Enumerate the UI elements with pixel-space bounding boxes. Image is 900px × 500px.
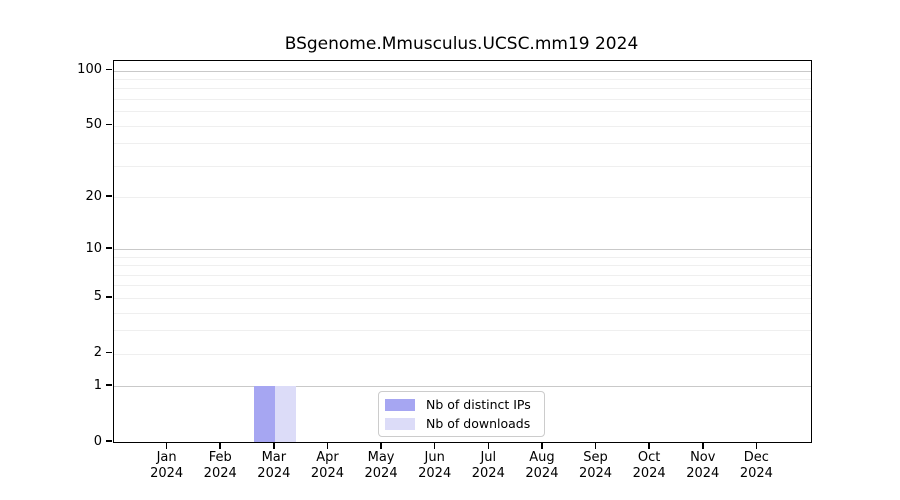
x-axis-tick-label: Jan 2024 xyxy=(150,450,184,481)
x-axis-tick xyxy=(219,442,221,449)
legend-item-distinct-ips: Nb of distinct IPs xyxy=(385,397,544,412)
x-axis-tick-label: Mar 2024 xyxy=(257,450,291,481)
x-axis-tick-label: Oct 2024 xyxy=(632,450,666,481)
minor-gridline xyxy=(114,256,811,258)
y-axis-tick-label: 1 xyxy=(93,377,102,393)
x-axis-tick xyxy=(433,442,436,449)
minor-gridline xyxy=(114,265,811,267)
x-axis-tick xyxy=(648,442,650,449)
y-axis-tick xyxy=(106,195,112,197)
minor-gridline xyxy=(114,312,811,314)
major-gridline xyxy=(114,386,811,388)
x-axis-tick xyxy=(380,442,382,449)
minor-gridline xyxy=(114,197,811,199)
y-axis-tick xyxy=(106,123,112,126)
minor-gridline xyxy=(114,274,811,276)
legend-swatch-downloads xyxy=(385,417,415,430)
legend-swatch-distinct-ips xyxy=(385,398,415,411)
y-axis-tick-label: 100 xyxy=(77,62,102,78)
minor-gridline xyxy=(114,79,811,81)
x-axis-tick-label: May 2024 xyxy=(364,450,398,481)
y-axis-tick-label: 10 xyxy=(85,240,102,256)
x-axis-tick xyxy=(273,442,275,449)
minor-gridline xyxy=(114,353,811,355)
y-axis-tick xyxy=(106,440,112,442)
x-axis-tick-label: Sep 2024 xyxy=(578,450,613,481)
minor-gridline xyxy=(114,125,811,127)
x-axis-tick-label: Dec 2024 xyxy=(739,450,773,481)
y-axis-tick xyxy=(106,68,112,71)
x-axis-tick xyxy=(487,442,490,449)
legend-label-downloads: Nb of downloads xyxy=(426,416,531,431)
x-axis-tick xyxy=(326,442,329,449)
x-axis-tick xyxy=(755,442,758,449)
y-axis-tick-label: 0 xyxy=(93,433,102,449)
chart-title: BSgenome.Mmusculus.UCSC.mm19 2024 xyxy=(284,34,639,54)
x-axis-tick xyxy=(541,442,543,449)
minor-gridline xyxy=(114,330,811,332)
y-axis-tick-label: 2 xyxy=(93,345,102,361)
x-axis-tick-label: Jun 2024 xyxy=(418,450,452,481)
legend: Nb of distinct IPs Nb of downloads xyxy=(378,391,545,437)
plot-area xyxy=(113,60,812,443)
bar-distinct-ips xyxy=(253,386,275,442)
x-axis-tick xyxy=(702,442,704,449)
minor-gridline xyxy=(114,297,811,299)
y-axis-tick xyxy=(106,247,112,249)
x-axis-tick-label: Jul 2024 xyxy=(471,450,505,481)
bar-downloads xyxy=(274,386,296,442)
minor-gridline xyxy=(114,165,811,167)
y-axis-tick-label: 20 xyxy=(85,188,102,204)
legend-item-downloads: Nb of downloads xyxy=(385,416,544,431)
x-axis-tick-label: Aug 2024 xyxy=(525,450,559,481)
y-axis-tick-label: 50 xyxy=(85,117,102,133)
x-axis-tick-label: Apr 2024 xyxy=(310,450,344,481)
minor-gridline xyxy=(114,111,811,113)
major-gridline xyxy=(114,70,811,72)
x-axis-tick-label: Nov 2024 xyxy=(686,450,720,481)
minor-gridline xyxy=(114,99,811,101)
y-axis-tick xyxy=(106,351,112,354)
y-axis-tick-label: 5 xyxy=(93,289,102,305)
minor-gridline xyxy=(114,143,811,145)
x-axis-tick xyxy=(165,442,168,449)
minor-gridline xyxy=(114,285,811,287)
x-axis-tick xyxy=(594,442,597,449)
legend-label-distinct-ips: Nb of distinct IPs xyxy=(426,397,531,412)
y-axis-tick xyxy=(106,384,112,386)
y-axis-tick xyxy=(106,296,112,298)
x-axis-tick-label: Feb 2024 xyxy=(203,450,237,481)
minor-gridline xyxy=(114,88,811,90)
major-gridline xyxy=(114,249,811,251)
